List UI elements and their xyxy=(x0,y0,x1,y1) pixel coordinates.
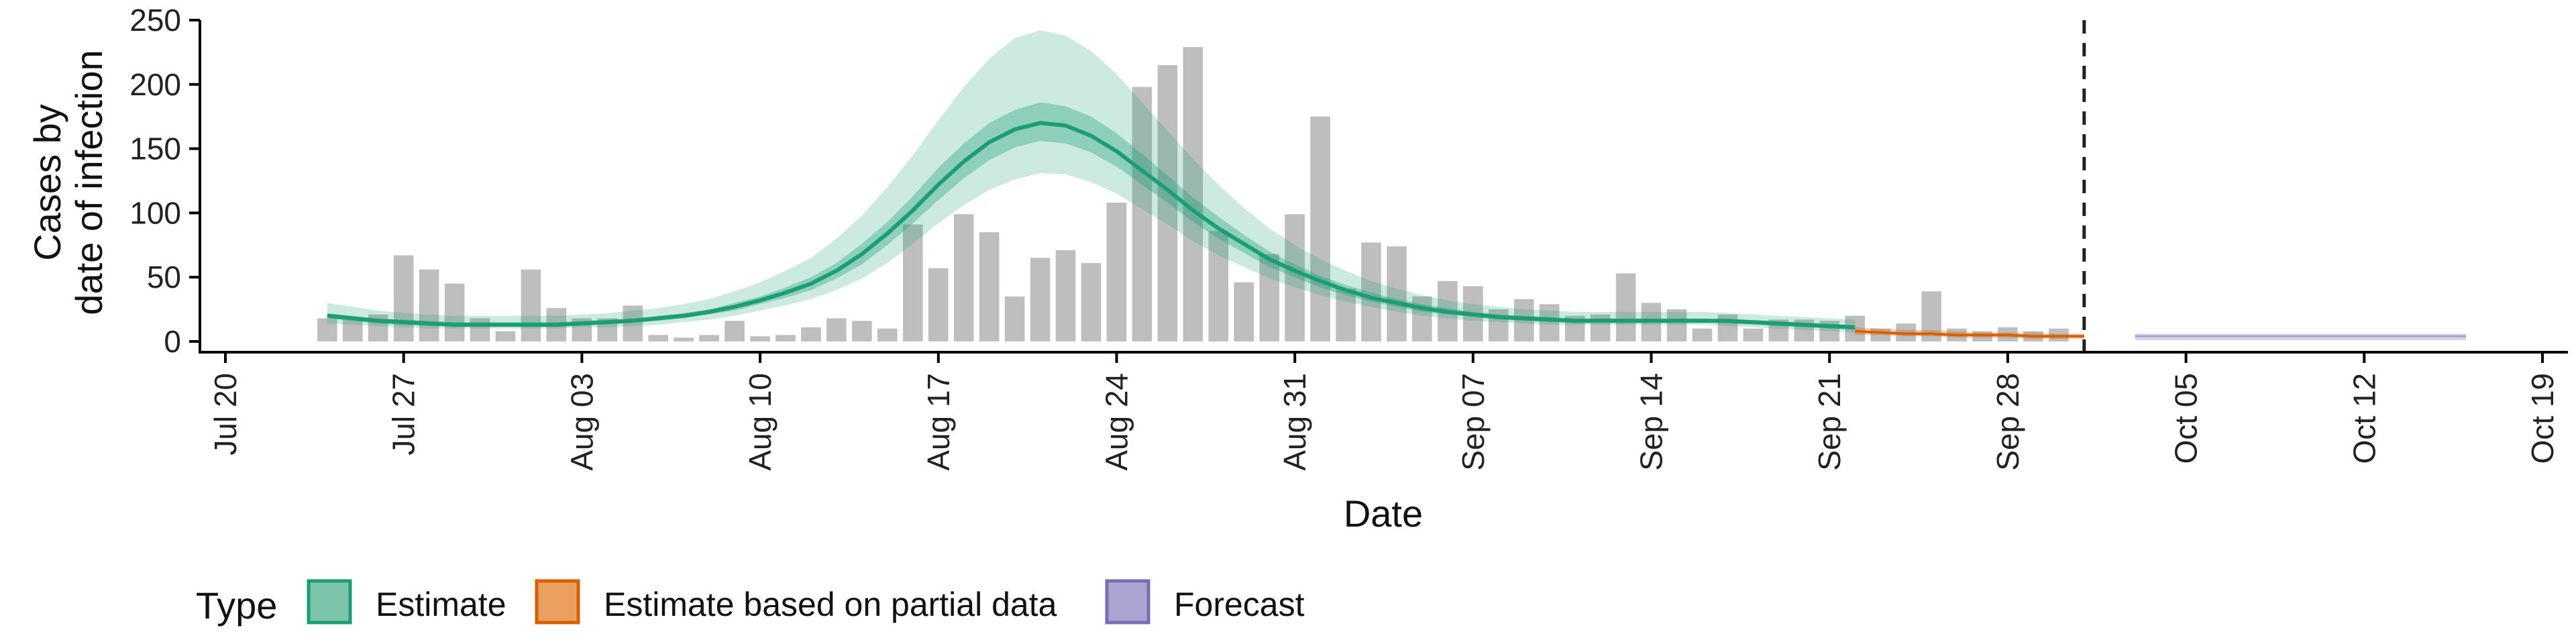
case-bar xyxy=(1132,87,1152,341)
x-tick-label: Aug 24 xyxy=(1099,373,1134,471)
case-bar xyxy=(1336,288,1356,341)
plot-area xyxy=(317,20,2467,352)
legend-items: Estimate Estimate based on partial data Fo… xyxy=(307,579,1305,625)
y-axis-title: Cases by date of infection xyxy=(26,50,110,315)
y-tick-label: 50 xyxy=(147,260,181,294)
x-tick-label: Aug 10 xyxy=(743,373,777,471)
case-bar xyxy=(1615,273,1636,341)
y-axis-title-line-1: Cases by xyxy=(26,104,68,260)
case-bar xyxy=(1259,254,1279,341)
case-bar xyxy=(750,336,770,341)
estimate-band-50 xyxy=(327,102,1856,330)
case-bar xyxy=(699,335,719,341)
case-bar xyxy=(419,269,439,341)
case-bar xyxy=(1234,282,1254,341)
case-bar xyxy=(393,255,414,341)
legend-title: Type xyxy=(196,584,277,627)
case-bar xyxy=(521,269,541,341)
case-bar xyxy=(928,268,949,341)
axes: 0 50 100 150 200 250 Jul 20 Jul 27 Aug 03 Aug 10… xyxy=(129,3,2568,471)
estimate-median-line xyxy=(327,121,1856,329)
case-bar xyxy=(1055,250,1076,341)
case-bar xyxy=(1387,246,1407,341)
legend: Type Estimate Estimate based on partial d… xyxy=(196,579,1305,627)
x-axis-title: Date xyxy=(1344,492,1423,535)
case-bar xyxy=(877,328,898,341)
x-tick-label: Oct 05 xyxy=(2169,373,2204,464)
legend-swatch xyxy=(307,579,352,625)
y-ticks: 0 50 100 150 200 250 xyxy=(129,3,200,359)
y-tick-label: 250 xyxy=(129,3,181,38)
y-tick-label: 200 xyxy=(129,67,181,102)
case-bar xyxy=(1208,231,1229,341)
x-tick-label: Aug 03 xyxy=(564,373,599,471)
case-bar xyxy=(317,318,337,341)
x-tick-label: Sep 28 xyxy=(1990,373,2025,471)
x-tick-label: Oct 19 xyxy=(2525,373,2560,464)
case-bar xyxy=(495,331,516,341)
x-tick-label: Oct 12 xyxy=(2347,373,2381,464)
case-bar xyxy=(775,335,796,341)
case-bar xyxy=(1361,242,1381,341)
legend-label: Estimate xyxy=(376,586,506,623)
x-tick-label: Aug 31 xyxy=(1277,373,1312,471)
case-bar xyxy=(1081,263,1102,341)
case-bar xyxy=(1539,304,1560,341)
case-bar xyxy=(1310,116,1330,341)
case-bar xyxy=(470,318,490,341)
x-tick-label: Sep 21 xyxy=(1812,373,1847,471)
partial-estimate-median-line xyxy=(1855,329,2084,338)
case-bar xyxy=(342,319,363,341)
case-bar xyxy=(1285,214,1305,341)
y-tick-label: 150 xyxy=(129,131,181,166)
case-bar xyxy=(1106,203,1127,341)
x-tick-label: Jul 27 xyxy=(386,373,421,455)
x-ticks: Jul 20 Jul 27 Aug 03 Aug 10 Aug 17 Aug 24 Aug … xyxy=(208,352,2560,471)
case-bar xyxy=(1743,328,1764,341)
case-bar xyxy=(674,337,694,341)
legend-label: Estimate based on partial data xyxy=(604,586,1057,623)
legend-swatch xyxy=(535,579,580,625)
case-bar xyxy=(1183,47,1203,341)
case-bar xyxy=(1666,309,1687,341)
case-bar xyxy=(852,321,872,341)
case-bar xyxy=(1692,328,1713,341)
case-bar xyxy=(801,327,821,341)
case-bar xyxy=(1030,258,1051,341)
case-bar xyxy=(1157,65,1178,341)
case-bar xyxy=(623,305,643,341)
case-bar xyxy=(953,214,974,341)
case-bar xyxy=(826,318,847,341)
y-tick-label: 0 xyxy=(164,324,181,359)
x-tick-label: Aug 17 xyxy=(921,373,956,471)
legend-label: Forecast xyxy=(1174,586,1305,623)
legend-swatch xyxy=(1105,579,1150,625)
case-bar xyxy=(444,283,465,341)
x-tick-label: Jul 20 xyxy=(208,373,243,455)
y-axis-title-line-2: date of infection xyxy=(68,50,110,315)
case-bar xyxy=(1004,296,1025,341)
y-tick-label: 100 xyxy=(129,195,181,230)
case-bar xyxy=(903,224,923,341)
case-bar xyxy=(648,335,668,341)
case-bar xyxy=(1412,296,1432,341)
estimate-band-90 xyxy=(327,30,1856,333)
bands-layer xyxy=(327,30,2467,341)
case-bar xyxy=(979,232,1000,341)
x-tick-label: Sep 07 xyxy=(1456,373,1491,471)
x-tick-label: Sep 14 xyxy=(1634,373,1669,471)
case-bar xyxy=(724,321,745,341)
